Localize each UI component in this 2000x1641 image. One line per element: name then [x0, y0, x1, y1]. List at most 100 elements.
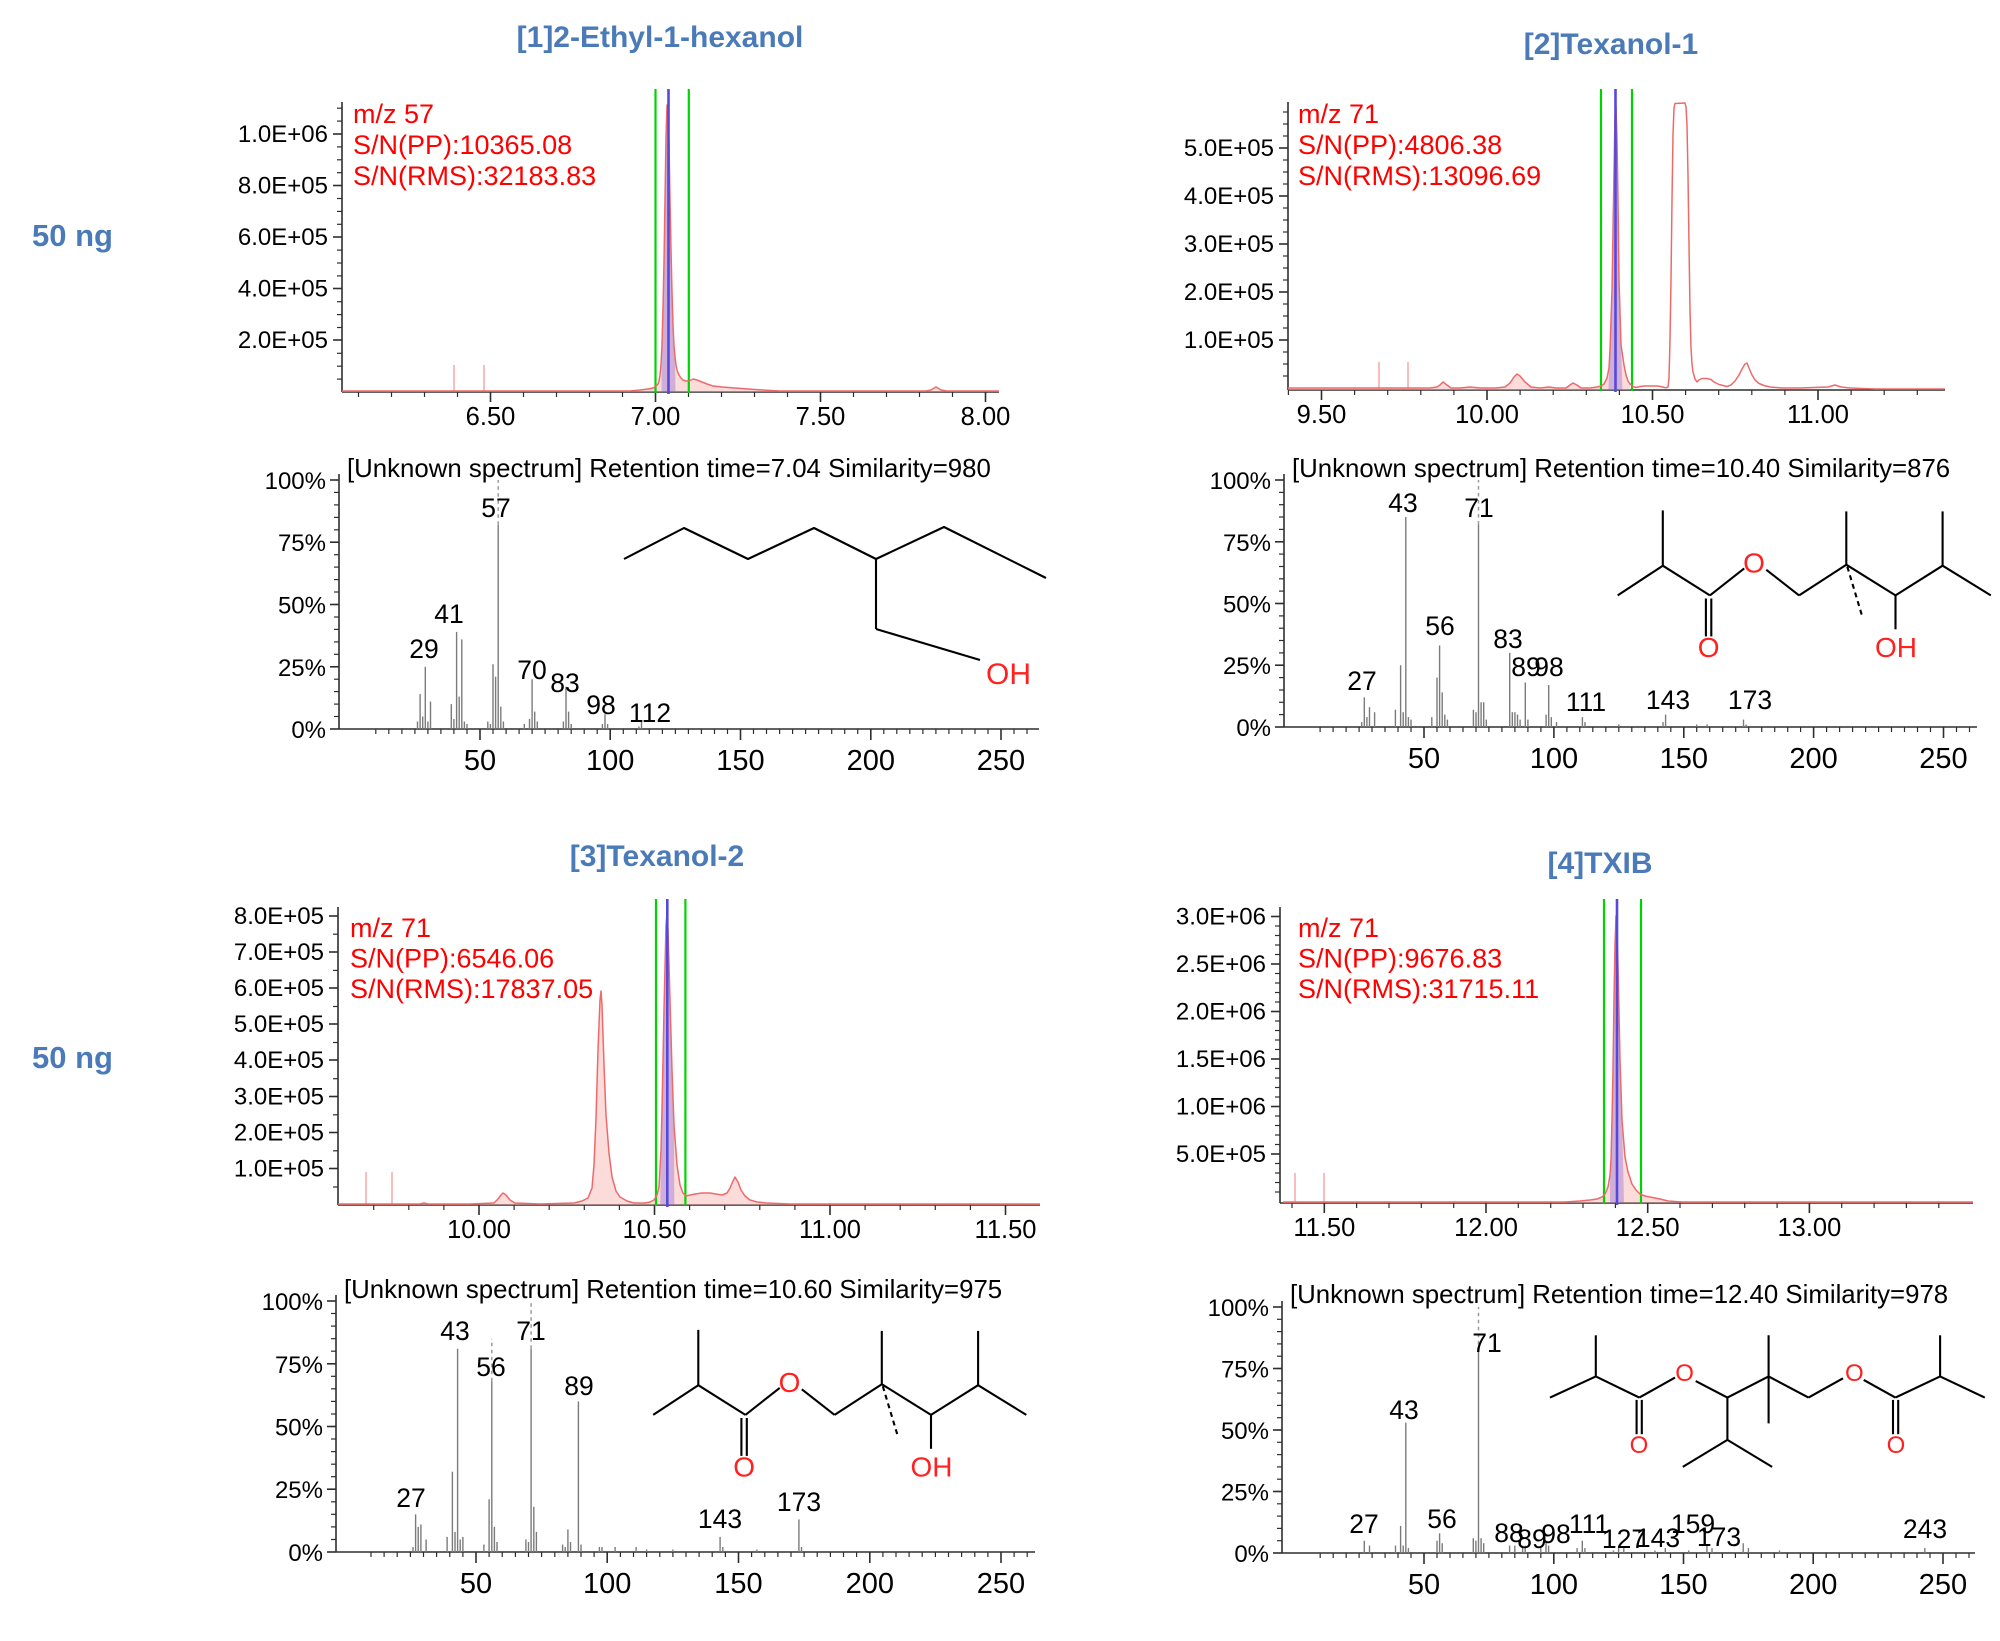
svg-text:71: 71	[1472, 1328, 1501, 1358]
svg-text:200: 200	[1789, 743, 1837, 775]
svg-text:50 ng: 50 ng	[32, 1040, 113, 1075]
svg-text:2.5E+06: 2.5E+06	[1176, 951, 1266, 978]
svg-text:143: 143	[698, 1504, 742, 1534]
svg-text:89: 89	[1511, 652, 1540, 682]
svg-text:6.0E+05: 6.0E+05	[238, 224, 328, 251]
svg-text:10.50: 10.50	[623, 1216, 687, 1244]
svg-text:100%: 100%	[262, 1289, 323, 1316]
svg-text:S/N(PP):9676.83: S/N(PP):9676.83	[1298, 944, 1502, 974]
svg-text:S/N(RMS):31715.11: S/N(RMS):31715.11	[1298, 974, 1539, 1004]
svg-text:OH: OH	[1875, 632, 1917, 663]
svg-text:11.50: 11.50	[1293, 1214, 1355, 1242]
svg-text:25%: 25%	[1223, 653, 1271, 680]
svg-text:98: 98	[586, 690, 615, 720]
svg-text:2.0E+06: 2.0E+06	[1176, 999, 1266, 1026]
svg-text:25%: 25%	[278, 655, 326, 682]
svg-text:5.0E+05: 5.0E+05	[234, 1011, 324, 1038]
svg-text:57: 57	[481, 493, 510, 523]
svg-text:43: 43	[1388, 488, 1417, 518]
svg-text:2.0E+05: 2.0E+05	[1184, 279, 1274, 306]
svg-text:O: O	[733, 1452, 755, 1483]
svg-text:[2]Texanol-1: [2]Texanol-1	[1524, 28, 1698, 61]
svg-text:173: 173	[1697, 1522, 1741, 1552]
svg-text:O: O	[779, 1367, 801, 1398]
svg-text:173: 173	[1728, 685, 1772, 715]
svg-text:S/N(RMS):17837.05: S/N(RMS):17837.05	[350, 974, 593, 1004]
svg-text:83: 83	[550, 668, 579, 698]
svg-text:100%: 100%	[1208, 1295, 1269, 1322]
svg-text:2.0E+05: 2.0E+05	[238, 327, 328, 354]
svg-text:6.50: 6.50	[466, 403, 516, 431]
svg-text:75%: 75%	[275, 1352, 323, 1379]
svg-text:S/N(RMS):32183.83: S/N(RMS):32183.83	[353, 161, 596, 191]
svg-text:50: 50	[1408, 1569, 1440, 1601]
svg-text:50: 50	[464, 745, 496, 777]
svg-text:6.0E+05: 6.0E+05	[234, 975, 324, 1002]
svg-text:150: 150	[714, 1568, 762, 1600]
svg-text:[1]2-Ethyl-1-hexanol: [1]2-Ethyl-1-hexanol	[517, 21, 804, 54]
svg-text:100%: 100%	[1210, 468, 1271, 495]
svg-text:m/z 71: m/z 71	[350, 913, 431, 943]
svg-text:29: 29	[409, 634, 438, 664]
svg-text:0%: 0%	[1236, 715, 1271, 742]
svg-text:12.00: 12.00	[1454, 1214, 1518, 1242]
svg-text:1.0E+06: 1.0E+06	[1176, 1094, 1266, 1121]
svg-text:7.50: 7.50	[796, 403, 846, 431]
svg-text:OH: OH	[911, 1452, 953, 1483]
svg-text:25%: 25%	[275, 1477, 323, 1504]
svg-text:O: O	[1887, 1432, 1906, 1459]
svg-text:0%: 0%	[291, 717, 326, 744]
svg-text:173: 173	[777, 1487, 821, 1517]
svg-text:S/N(PP):10365.08: S/N(PP):10365.08	[353, 130, 572, 160]
svg-text:43: 43	[1389, 1395, 1418, 1425]
svg-text:1.0E+05: 1.0E+05	[234, 1156, 324, 1183]
svg-text:8.00: 8.00	[961, 403, 1011, 431]
svg-text:100: 100	[586, 745, 634, 777]
svg-text:[4]TXIB: [4]TXIB	[1548, 847, 1653, 880]
svg-text:50: 50	[460, 1568, 492, 1600]
svg-text:111: 111	[1566, 687, 1606, 717]
svg-text:71: 71	[1464, 493, 1493, 523]
svg-text:150: 150	[1659, 1569, 1707, 1601]
svg-text:4.0E+05: 4.0E+05	[1184, 183, 1274, 210]
svg-text:27: 27	[1349, 1509, 1378, 1539]
svg-text:250: 250	[1919, 743, 1967, 775]
svg-text:250: 250	[1919, 1569, 1967, 1601]
svg-text:9.50: 9.50	[1297, 401, 1347, 429]
svg-text:7.00: 7.00	[631, 403, 681, 431]
svg-text:8.0E+05: 8.0E+05	[234, 903, 324, 930]
svg-text:[Unknown spectrum] Retention t: [Unknown spectrum] Retention time=12.40 …	[1290, 1281, 1948, 1309]
svg-text:m/z 71: m/z 71	[1298, 913, 1379, 943]
svg-text:250: 250	[977, 1568, 1025, 1600]
svg-text:75%: 75%	[1221, 1357, 1269, 1384]
svg-text:50%: 50%	[1223, 592, 1271, 619]
svg-text:75%: 75%	[278, 530, 326, 557]
svg-text:83: 83	[1493, 624, 1522, 654]
svg-text:250: 250	[977, 745, 1025, 777]
svg-text:100: 100	[1530, 1569, 1578, 1601]
svg-text:111: 111	[1569, 1509, 1609, 1539]
svg-text:5.0E+05: 5.0E+05	[1184, 135, 1274, 162]
svg-text:200: 200	[846, 1568, 894, 1600]
svg-text:70: 70	[517, 655, 546, 685]
svg-text:[Unknown spectrum] Retention t: [Unknown spectrum] Retention time=10.60 …	[344, 1276, 1002, 1304]
svg-text:OH: OH	[986, 658, 1031, 691]
svg-text:143: 143	[1646, 685, 1690, 715]
svg-text:7.0E+05: 7.0E+05	[234, 939, 324, 966]
svg-text:3.0E+06: 3.0E+06	[1176, 904, 1266, 931]
svg-text:8.0E+05: 8.0E+05	[238, 173, 328, 200]
svg-text:1.5E+06: 1.5E+06	[1176, 1046, 1266, 1073]
svg-text:27: 27	[396, 1483, 425, 1513]
svg-text:O: O	[1743, 548, 1765, 579]
svg-text:43: 43	[440, 1316, 469, 1346]
svg-text:10.00: 10.00	[1455, 401, 1519, 429]
svg-text:150: 150	[1660, 743, 1708, 775]
svg-text:12.50: 12.50	[1616, 1214, 1680, 1242]
svg-text:O: O	[1845, 1360, 1864, 1387]
svg-text:98: 98	[1534, 652, 1563, 682]
svg-text:50%: 50%	[1221, 1418, 1269, 1445]
svg-text:50%: 50%	[275, 1415, 323, 1442]
svg-text:O: O	[1630, 1432, 1649, 1459]
svg-text:m/z 71: m/z 71	[1298, 99, 1379, 129]
svg-text:O: O	[1675, 1360, 1694, 1387]
